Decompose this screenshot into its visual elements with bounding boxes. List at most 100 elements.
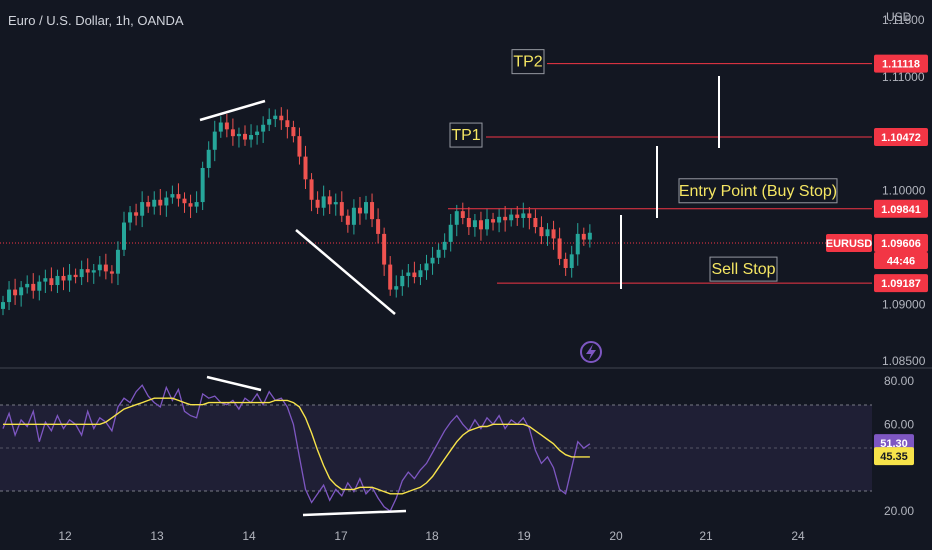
- time-tick-label: 14: [242, 529, 256, 543]
- time-tick-label: 18: [425, 529, 439, 543]
- rsi-layer: [2, 384, 591, 513]
- candle: [188, 194, 193, 218]
- time-tick-label: 24: [791, 529, 805, 543]
- candle: [146, 195, 151, 213]
- candle: [418, 264, 423, 286]
- candle: [315, 191, 320, 215]
- candle: [370, 193, 375, 228]
- candle: [563, 252, 568, 276]
- rsi-ma-value-tag: 45.35: [874, 447, 914, 466]
- candle: [509, 208, 514, 227]
- candle: [67, 264, 72, 292]
- time-axis[interactable]: 12 13 14 17 18 19 20 21 24: [58, 529, 805, 543]
- rsi-line: [2, 384, 591, 513]
- candle: [182, 192, 187, 213]
- candle: [339, 191, 344, 222]
- rsi-tick-label: 20.00: [884, 504, 914, 518]
- level-tp2[interactable]: TP2: [511, 49, 872, 75]
- candle: [503, 206, 508, 232]
- candle: [581, 227, 586, 246]
- time-tick-label: 12: [58, 529, 72, 543]
- price-tick-label: 1.09000: [882, 297, 926, 311]
- candle: [43, 269, 48, 293]
- price-axis[interactable]: 1.11500 1.11000 1.10000 1.09000 1.08500 80.00…: [882, 13, 926, 518]
- level-sell-stop[interactable]: Sell Stop: [497, 256, 872, 284]
- candle: [115, 241, 120, 286]
- level-label-box: [709, 256, 778, 282]
- candle: [37, 275, 42, 301]
- price-tick-label: 1.10000: [882, 184, 926, 198]
- candle: [297, 127, 302, 165]
- candle: [388, 256, 393, 296]
- price-tick-label: 1.11000: [882, 70, 925, 84]
- candle: [333, 193, 338, 216]
- time-tick-label: 13: [150, 529, 164, 543]
- rsi-band-fill: [0, 405, 872, 491]
- svg-text:EURUSD: EURUSD: [826, 238, 873, 250]
- candle: [91, 264, 96, 284]
- candle: [273, 109, 278, 128]
- candle: [478, 211, 483, 241]
- time-tick-label: 21: [699, 529, 713, 543]
- candle: [454, 204, 459, 237]
- candle: [170, 185, 175, 204]
- candle: [176, 183, 181, 207]
- candle: [291, 120, 296, 143]
- candle: [25, 275, 30, 294]
- candle: [285, 109, 290, 139]
- time-tick-label: 17: [334, 529, 348, 543]
- candle: [236, 127, 241, 148]
- svg-text:45.35: 45.35: [880, 451, 908, 463]
- candle: [19, 281, 24, 307]
- candle: [212, 120, 217, 162]
- candle: [430, 246, 435, 275]
- rsi-trendline-top[interactable]: [206, 375, 262, 392]
- level-label-box: [678, 178, 838, 204]
- candle: [515, 206, 520, 226]
- candle: [448, 214, 453, 252]
- price-tags: 1.11118 1.10472 1.09841 1.09187 EURUSD 1.0960…: [826, 54, 928, 466]
- currency-label: USD: [886, 10, 912, 24]
- candle: [164, 191, 169, 217]
- trendline-down[interactable]: [295, 229, 396, 315]
- candle: [206, 141, 211, 178]
- candle: [230, 118, 235, 146]
- level-label-box: [511, 49, 545, 75]
- level-tp1[interactable]: TP1: [449, 122, 872, 148]
- level-entry-point-buy-stop-[interactable]: Entry Point (Buy Stop): [448, 178, 872, 210]
- rsi-ma-line: [3, 397, 590, 495]
- level-price-tag: 1.11118: [874, 54, 928, 73]
- price-tick-label: 1.11500: [882, 13, 925, 27]
- candle: [200, 161, 205, 211]
- candle: [1, 295, 5, 316]
- current-price-tag: 1.09606: [874, 234, 928, 252]
- candle: [309, 173, 314, 212]
- candle: [533, 209, 538, 234]
- candle: [255, 125, 260, 145]
- candle: [79, 260, 84, 286]
- lightning-icon[interactable]: [580, 341, 602, 363]
- candle: [218, 116, 223, 138]
- svg-text:1.09606: 1.09606: [881, 238, 921, 250]
- candle: [351, 199, 356, 235]
- candle: [261, 116, 266, 143]
- candle: [442, 233, 447, 258]
- candle: [551, 220, 556, 250]
- candles-layer: [1, 107, 592, 316]
- candle: [497, 208, 502, 233]
- rsi-trendline-bottom[interactable]: [302, 509, 407, 517]
- candle: [436, 243, 441, 265]
- level-label: TP2: [513, 54, 542, 71]
- level-price-tag: 1.09841: [874, 199, 928, 218]
- candle: [194, 191, 199, 213]
- candle: [412, 261, 417, 284]
- candle: [55, 269, 60, 293]
- candle: [364, 195, 368, 220]
- candle: [267, 108, 272, 132]
- time-tick-label: 20: [609, 529, 623, 543]
- trendline-top[interactable]: [199, 99, 266, 122]
- svg-text:1.10472: 1.10472: [881, 132, 921, 144]
- candle: [472, 214, 477, 237]
- candle: [539, 216, 544, 245]
